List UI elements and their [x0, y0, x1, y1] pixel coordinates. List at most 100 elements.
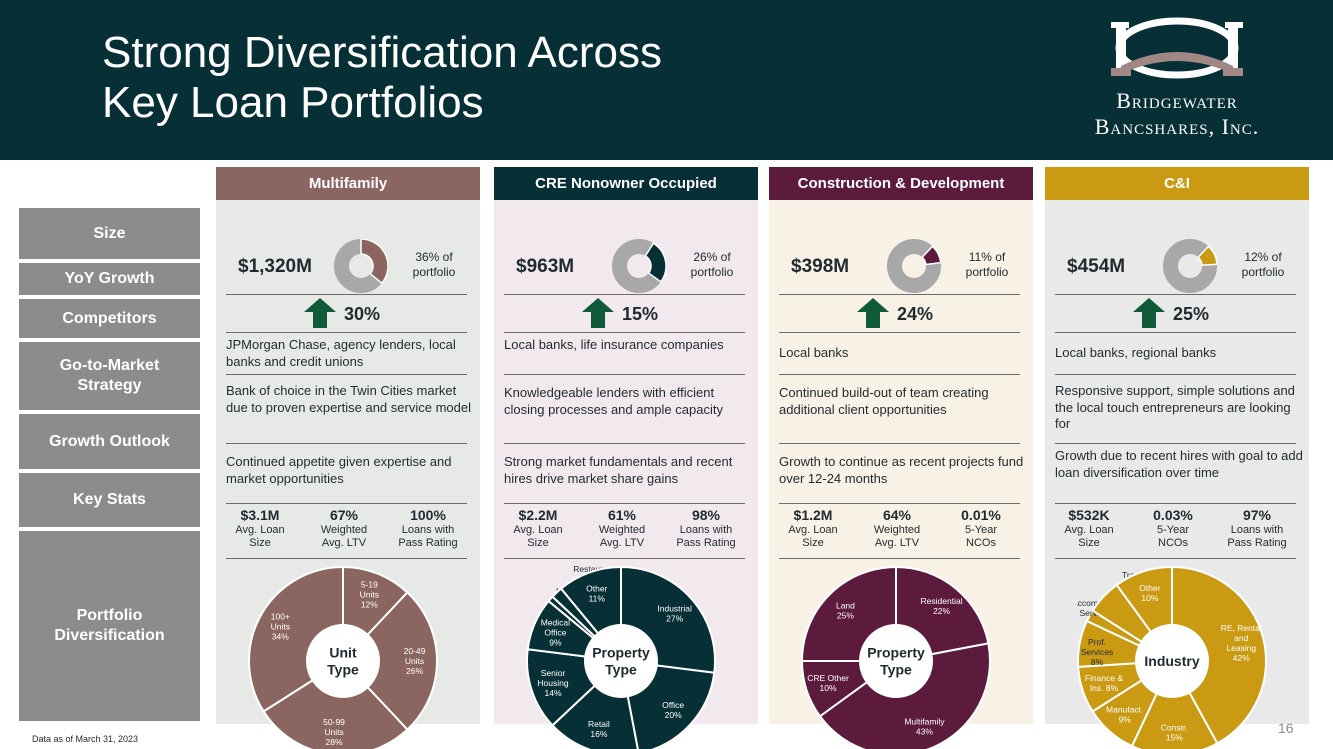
key-stat: 67% Weighted Avg. LTV [302, 507, 386, 550]
key-stat-label: Loans with [401, 524, 455, 536]
donut-share-segment [360, 239, 388, 285]
yoy-growth-value: 15% [622, 304, 659, 324]
pie-slice-label: 100+ Units 34% [271, 612, 290, 642]
pie-slice-label: Finance & Ins. 8% [1085, 673, 1124, 693]
key-stat-label: Avg. Loan [1064, 524, 1114, 536]
pie-slice-label: 50-99 Units 28% [323, 717, 345, 747]
row-divider [504, 294, 745, 295]
pie-slice-label: Industrial 27% [657, 604, 692, 624]
portfolio-share-donut [334, 239, 388, 293]
portfolio-pie-chart: RE, Rental and Leasing 42% Constr. 15% Manufac… [1077, 566, 1267, 749]
pie-slice-label: Office 20% [662, 700, 684, 720]
key-stat-label: Avg. LTV [874, 537, 920, 549]
portfolio-share-line: portfolio [690, 265, 734, 279]
pie-center-label: Property Type [592, 645, 650, 678]
row-label-size: Size [19, 208, 200, 259]
pie-center-hole [859, 624, 933, 698]
portfolio-pie-chart: 5-19 Units 12% 20-49 Units 26% 50-99 Units 28% 10… [248, 566, 438, 749]
pie-slice-label: Medical Office 9% [541, 618, 570, 648]
portfolio-share-donut [887, 239, 941, 293]
pie-center-label: Unit Type [327, 645, 359, 678]
strategy-text: Knowledgeable lenders with efficient clo… [504, 385, 723, 417]
portfolio-share-line: 11% of [968, 250, 1006, 264]
pie-center-label: Property Type [867, 645, 925, 678]
key-stat: $1.2M Avg. Loan Size [771, 507, 855, 550]
row-divider [1055, 503, 1296, 504]
portfolio-share-line: 36% of [415, 250, 453, 264]
key-stat-value: $1.2M [793, 507, 833, 523]
pie-center-label: Industry [1144, 653, 1199, 669]
logo-wordmark: Bridgewater Bancshares, Inc. [1062, 88, 1292, 140]
pie-slice-label: Other 11% [586, 584, 607, 604]
key-stat-value: 0.01% [961, 507, 1001, 523]
row-label-portfolio-diversification: Portfolio Diversification [19, 531, 200, 721]
strategy-text: Continued build-out of team creating add… [779, 385, 989, 417]
row-divider [226, 503, 467, 504]
portfolio-share-label: 11% of portfolio [947, 250, 1027, 280]
portfolio-pie-chart: Industrial 27% Office 20% Retail 16% Senior Hou… [526, 566, 716, 749]
key-stat-value: 100% [410, 507, 446, 523]
row-label-go-to-market: Go-to-Market Strategy [19, 342, 200, 410]
header-banner: Strong Diversification Across Key Loan P… [0, 0, 1333, 160]
key-stat-label: Avg. Loan [788, 524, 838, 536]
yoy-growth-value: 24% [897, 304, 934, 324]
column-multifamily: Multifamily $1,320M 36% of portfolio 30% JPM… [216, 167, 480, 749]
yoy-growth: 24% [769, 298, 1033, 332]
key-stat: 98% Loans with Pass Rating [664, 507, 748, 550]
row-divider [226, 558, 467, 559]
competitors-text: Local banks, regional banks [1055, 345, 1217, 360]
row-divider [779, 443, 1020, 444]
competitors-text: JPMorgan Chase, agency lenders, local ba… [226, 337, 456, 369]
portfolio-share-label: 12% of portfolio [1223, 250, 1303, 280]
pie-center-hole [306, 624, 380, 698]
pie-slice-label: Senior Housing 14% [537, 668, 568, 698]
key-stat-label: Size [249, 537, 271, 549]
row-divider [1055, 558, 1296, 559]
row-divider [779, 294, 1020, 295]
growth-outlook-text: Continued appetite given expertise and m… [226, 454, 452, 486]
bridge-logo-icon [1111, 17, 1243, 79]
growth-outlook-text: Strong market fundamentals and recent hi… [504, 454, 733, 486]
up-arrow-icon [1133, 298, 1165, 328]
growth-outlook-text: Growth to continue as recent projects fu… [779, 454, 1024, 486]
pie-slice-label: RE, Rental and Leasing 42% [1221, 623, 1262, 663]
portfolio-share-line: portfolio [412, 265, 456, 279]
yoy-growth: 25% [1045, 298, 1309, 332]
key-stat-label: Size [1078, 537, 1100, 549]
column-body: $963M 26% of portfolio 15% Local banks, life… [494, 200, 758, 749]
key-stat: 61% Weighted Avg. LTV [580, 507, 664, 550]
row-divider [1055, 332, 1296, 333]
column-ci: C&I $454M 12% of portfolio 25% Local banks, … [1045, 167, 1309, 749]
key-stat: 0.03% 5-Year NCOs [1131, 507, 1215, 550]
pie-slice-label: Prof. Services 8% [1081, 637, 1114, 667]
column-header: Construction & Development [769, 167, 1033, 200]
row-divider [504, 374, 745, 375]
key-stat-value: 97% [1242, 507, 1272, 523]
key-stat: 100% Loans with Pass Rating [386, 507, 470, 550]
key-stat-value: 98% [691, 507, 721, 523]
portfolio-share-donut [1163, 239, 1217, 293]
row-divider [779, 558, 1020, 559]
row-divider [779, 332, 1020, 333]
portfolio-share-line: 26% of [693, 250, 731, 264]
pie-slice-label: 5-19 Units 12% [360, 580, 379, 610]
key-stat-label: Weighted [598, 524, 646, 536]
pie-slice [341, 591, 438, 731]
pie-slice-label: Manufact. 9% [1106, 705, 1143, 725]
key-stat: 97% Loans with Pass Rating [1215, 507, 1299, 550]
strategy-text: Bank of choice in the Twin Cities market… [226, 383, 471, 415]
key-stat-label: 5-Year [964, 524, 997, 536]
key-stat-value: $3.1M [240, 507, 280, 523]
pie-slice [1171, 566, 1267, 745]
portfolio-share-donut [612, 239, 666, 293]
row-divider [226, 374, 467, 375]
logo-line-2: Bancshares, Inc. [1094, 114, 1260, 139]
row-divider [226, 294, 467, 295]
key-stat: $3.1M Avg. Loan Size [218, 507, 302, 550]
key-stat-value: $2.2M [518, 507, 558, 523]
pie-slice-label: Land 25% [836, 600, 855, 620]
portfolio-pie-chart: Residential 22% Multifamily 43% CRE Other 10%… [801, 566, 991, 749]
size-amount: $1,320M [238, 256, 312, 277]
row-divider [1055, 294, 1296, 295]
key-stat-label: 5-Year [1156, 524, 1189, 536]
